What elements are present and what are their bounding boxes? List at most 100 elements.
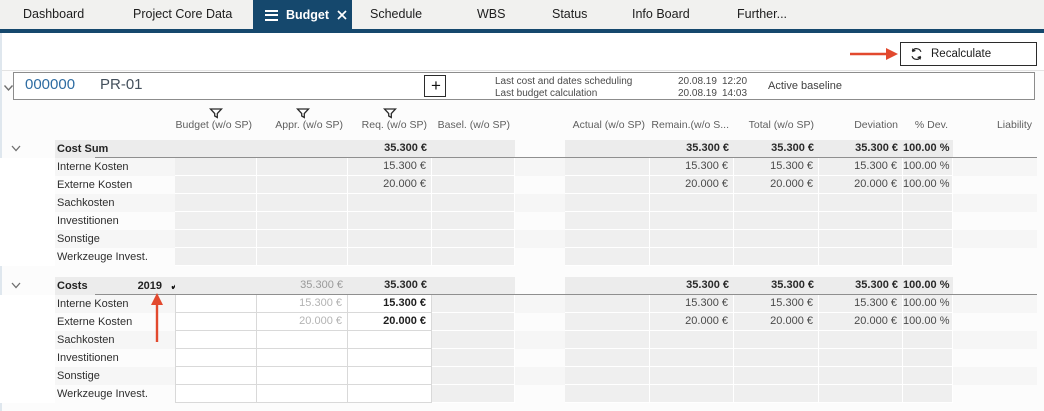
sum-cell bbox=[432, 140, 515, 158]
cost-row: Investitionen bbox=[0, 212, 1037, 230]
cost-cell bbox=[175, 230, 257, 248]
cost-cell bbox=[953, 230, 1037, 248]
section-collapse-chevron-icon[interactable] bbox=[11, 278, 21, 295]
cost-cell bbox=[432, 349, 515, 367]
cost-type-label: Werkzeuge Invest. bbox=[57, 250, 148, 263]
filter-funnel-icon[interactable] bbox=[383, 106, 397, 124]
cost-cell bbox=[819, 349, 903, 367]
cost-cell bbox=[432, 295, 515, 313]
cost-cell bbox=[953, 313, 1037, 331]
last-budget-calc-time: 14:03 bbox=[722, 88, 748, 99]
tab-label: Budget bbox=[286, 7, 330, 22]
section-gap bbox=[0, 266, 1037, 277]
cost-cell[interactable] bbox=[348, 349, 432, 367]
cost-cell[interactable] bbox=[348, 385, 432, 403]
cost-cell bbox=[650, 230, 734, 248]
sum-cell: 35.300 € bbox=[650, 140, 734, 158]
cost-cell[interactable]: 20.000 € bbox=[348, 313, 432, 331]
cost-cell bbox=[819, 212, 903, 230]
cost-row: Interne Kosten 15.300 €15.300 €15.300 €15… bbox=[0, 295, 1037, 313]
cost-cell bbox=[734, 367, 819, 385]
cost-cell: 100.00 % bbox=[903, 176, 953, 194]
cost-cell bbox=[953, 349, 1037, 367]
filter-funnel-icon[interactable] bbox=[295, 106, 310, 124]
cost-cell: 15.300 € bbox=[819, 158, 903, 176]
tab-project-core-data[interactable]: Project Core Data bbox=[133, 7, 233, 21]
cost-cell[interactable] bbox=[257, 385, 348, 403]
column-header[interactable]: Req. (w/o SP) bbox=[361, 119, 427, 131]
tab-schedule[interactable]: Schedule bbox=[370, 7, 423, 21]
cost-cell bbox=[432, 230, 515, 248]
column-header[interactable]: Basel. (w/o SP) bbox=[437, 119, 510, 131]
cost-row: Investitionen bbox=[0, 349, 1037, 367]
cost-cell bbox=[819, 331, 903, 349]
cost-cell bbox=[348, 248, 432, 266]
section-label: Cost Sum bbox=[57, 142, 109, 155]
cost-cell bbox=[734, 194, 819, 212]
cost-cell bbox=[819, 367, 903, 385]
cost-cell[interactable] bbox=[175, 367, 257, 385]
cost-cell: 15.300 € bbox=[348, 158, 432, 176]
column-header[interactable]: Remain.(w/o S... bbox=[651, 119, 729, 131]
cost-cell[interactable]: 15.300 € bbox=[348, 295, 432, 313]
cost-cell[interactable] bbox=[257, 367, 348, 385]
sum-cell: 35.300 € bbox=[734, 277, 819, 295]
cost-cell[interactable] bbox=[348, 367, 432, 385]
cost-cell bbox=[565, 176, 650, 194]
cost-cell: 15.300 € bbox=[819, 295, 903, 313]
toolbar bbox=[0, 33, 1044, 71]
tab-dashboard[interactable]: Dashboard bbox=[23, 7, 85, 21]
close-tab-icon[interactable] bbox=[337, 10, 347, 20]
cost-cell[interactable] bbox=[175, 385, 257, 403]
column-header[interactable]: % Dev. bbox=[914, 119, 948, 131]
cost-cell bbox=[903, 212, 953, 230]
cost-cell bbox=[565, 295, 650, 313]
cost-type-label: Externe Kosten bbox=[57, 315, 133, 328]
cost-cell bbox=[565, 212, 650, 230]
section-collapse-chevron-icon[interactable] bbox=[11, 141, 21, 158]
cost-cell[interactable]: 20.000 € bbox=[257, 313, 348, 331]
baseline-checkmark-icon[interactable]: ✓ bbox=[170, 278, 175, 295]
tab-wbs[interactable]: WBS bbox=[477, 7, 506, 21]
cost-row: Externe Kosten 20.000 €20.000 €20.000 €20… bbox=[0, 313, 1037, 331]
cost-cell bbox=[348, 212, 432, 230]
tab-budget[interactable]: Budget bbox=[253, 0, 352, 33]
tab-status[interactable]: Status bbox=[552, 7, 588, 21]
cost-cell bbox=[565, 349, 650, 367]
sum-cell: 35.300 € bbox=[734, 140, 819, 158]
cost-row: Sachkosten bbox=[0, 194, 1037, 212]
sum-cell: 35.300 € bbox=[819, 140, 903, 158]
cost-cell bbox=[650, 367, 734, 385]
cost-cell[interactable] bbox=[348, 331, 432, 349]
column-header[interactable]: Actual (w/o SP) bbox=[572, 119, 645, 131]
cost-cell[interactable] bbox=[175, 313, 257, 331]
recalculate-button[interactable]: Recalculate bbox=[900, 42, 1037, 66]
cost-cell bbox=[257, 248, 348, 266]
add-button[interactable]: + bbox=[424, 75, 446, 97]
column-header[interactable]: Liability bbox=[996, 119, 1032, 131]
cost-cell bbox=[432, 176, 515, 194]
column-header[interactable]: Budget (w/o SP) bbox=[175, 119, 252, 131]
project-number[interactable]: 000000 bbox=[25, 76, 76, 93]
cost-cell[interactable] bbox=[175, 349, 257, 367]
tab-further-[interactable]: Further... bbox=[737, 7, 788, 21]
cost-cell bbox=[565, 248, 650, 266]
filter-funnel-icon[interactable] bbox=[209, 106, 223, 124]
cost-cell[interactable] bbox=[257, 331, 348, 349]
cost-cell bbox=[903, 230, 953, 248]
column-header[interactable]: Appr. (w/o SP) bbox=[275, 119, 343, 131]
project-collapse-chevron-icon[interactable] bbox=[3, 79, 14, 97]
cost-cell[interactable] bbox=[175, 295, 257, 313]
column-header[interactable]: Deviation bbox=[854, 119, 898, 131]
cost-cell: 20.000 € bbox=[650, 176, 734, 194]
cost-cell[interactable] bbox=[257, 349, 348, 367]
cost-cell bbox=[565, 313, 650, 331]
tab-info-board[interactable]: Info Board bbox=[632, 7, 690, 21]
menu-icon[interactable] bbox=[265, 9, 278, 21]
sum-cell: 35.300 € bbox=[348, 277, 432, 295]
cost-cell bbox=[175, 248, 257, 266]
cost-cell[interactable]: 15.300 € bbox=[257, 295, 348, 313]
cost-cell[interactable] bbox=[175, 331, 257, 349]
column-header[interactable]: Total (w/o SP) bbox=[748, 119, 814, 131]
